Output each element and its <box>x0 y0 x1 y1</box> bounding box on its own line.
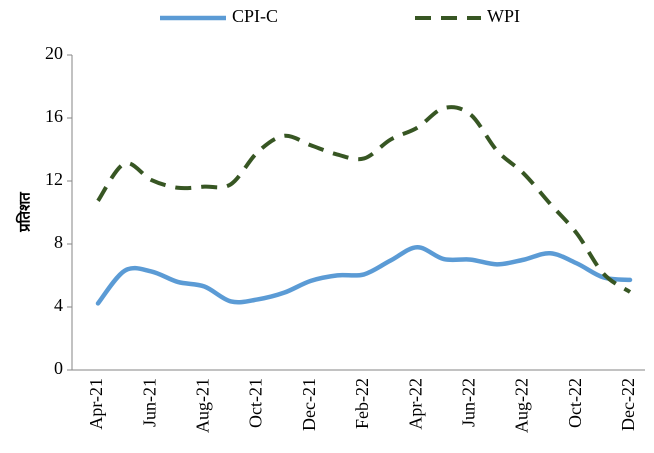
legend-label: CPI-C <box>232 6 278 26</box>
y-tick-label: 8 <box>54 232 63 252</box>
x-tick-label: Feb-22 <box>352 378 372 429</box>
y-tick-label: 16 <box>45 106 63 126</box>
x-tick-label: Aug-22 <box>512 378 532 433</box>
x-tick-label: Dec-21 <box>299 378 319 431</box>
y-tick-label: 4 <box>54 295 63 315</box>
x-tick-label: Oct-21 <box>246 378 266 428</box>
x-tick-label: Apr-22 <box>405 378 425 430</box>
series-line <box>95 245 633 306</box>
y-tick-label: 20 <box>45 43 63 63</box>
x-tick-label: Dec-22 <box>618 378 638 431</box>
series-line <box>96 105 632 294</box>
x-tick-label: Aug-21 <box>193 378 213 433</box>
y-tick-label: 12 <box>45 169 63 189</box>
legend-label: WPI <box>487 6 520 26</box>
x-tick-label: Jun-22 <box>459 378 479 427</box>
y-tick-label: 0 <box>54 358 63 378</box>
x-tick-label: Jun-21 <box>139 378 159 427</box>
y-axis-title: प्रतिशत <box>15 191 33 233</box>
x-tick-label: Apr-21 <box>86 378 106 430</box>
x-tick-label: Oct-22 <box>565 378 585 428</box>
